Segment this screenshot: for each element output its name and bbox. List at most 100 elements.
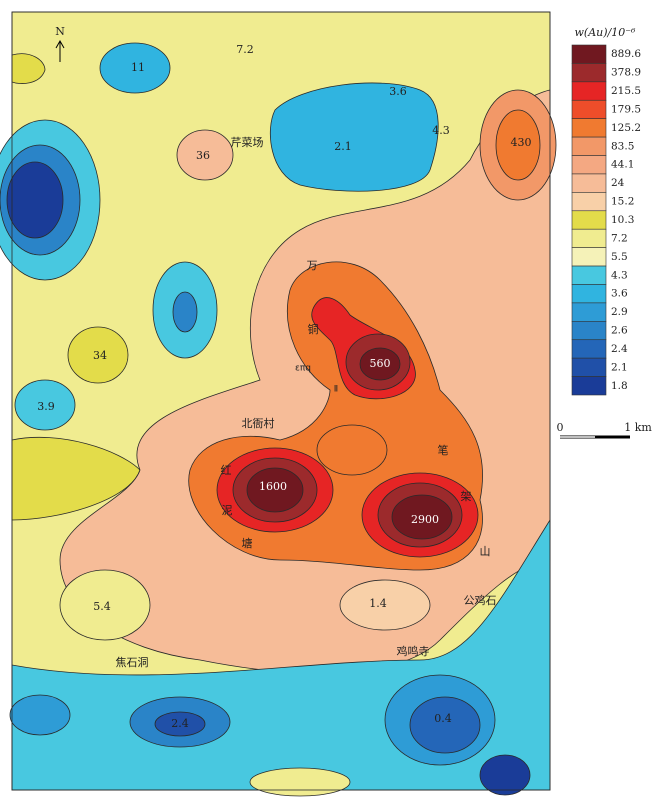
place-label: 铜 bbox=[308, 322, 319, 336]
contour-label: 36 bbox=[196, 149, 210, 162]
place-label: 泥 bbox=[222, 504, 233, 517]
contour-area bbox=[339, 579, 431, 631]
contour-label: 34 bbox=[93, 349, 107, 362]
contour-label: 4.3 bbox=[432, 124, 450, 137]
legend-swatch bbox=[571, 339, 607, 359]
contour-area bbox=[269, 82, 439, 192]
contour-area bbox=[14, 379, 76, 431]
legend-label: 378.9 bbox=[611, 67, 641, 79]
contour-label: 2900 bbox=[411, 513, 439, 526]
place-label: 山 bbox=[480, 545, 491, 558]
legend: 889.6 378.9 215.5 179.5 125.2 83.5 44.1 24 15.2 1… bbox=[571, 44, 641, 396]
contour-area bbox=[6, 161, 64, 239]
legend-label: 1.8 bbox=[611, 380, 628, 392]
contour-labels: 7.2 11 3.6 2.1 4.3 430 36 34 3.9 560 160… bbox=[37, 43, 531, 730]
legend-label: 215.5 bbox=[611, 85, 641, 97]
contour-label: 560 bbox=[370, 357, 391, 370]
contour-label: 1600 bbox=[259, 480, 287, 493]
legend-swatch bbox=[571, 136, 607, 156]
contour-area bbox=[172, 291, 198, 333]
contour-area bbox=[316, 424, 388, 476]
contour-label: 2.1 bbox=[334, 140, 352, 153]
contour-area bbox=[479, 754, 531, 796]
contour-area bbox=[67, 326, 129, 384]
contour-area bbox=[11, 53, 46, 84]
legend-label: 2.1 bbox=[611, 361, 628, 373]
contour-area bbox=[154, 711, 206, 737]
contour-label: 2.4 bbox=[171, 717, 189, 730]
legend-label: 83.5 bbox=[611, 140, 634, 152]
legend-swatch bbox=[571, 284, 607, 304]
contour-label: 430 bbox=[511, 136, 532, 149]
legend-label: 7.2 bbox=[611, 232, 628, 244]
contour-area bbox=[59, 569, 151, 641]
place-label: 红 bbox=[221, 464, 232, 477]
contour-area bbox=[99, 42, 171, 94]
place-label: 北衙村 bbox=[242, 416, 275, 430]
place-label: Ⅱ bbox=[334, 385, 338, 395]
place-label: 公鸡石 bbox=[464, 593, 497, 607]
legend-label: 2.6 bbox=[611, 325, 628, 337]
legend-label: 10.3 bbox=[611, 214, 634, 226]
legend-swatch bbox=[571, 265, 607, 285]
legend-title: w(Au)/10⁻⁶ bbox=[575, 26, 637, 39]
legend-label: 2.9 bbox=[611, 306, 628, 318]
contour-area bbox=[495, 109, 541, 181]
contour-label: 5.4 bbox=[93, 600, 111, 613]
legend-swatch bbox=[571, 192, 607, 212]
legend-label: 889.6 bbox=[611, 48, 641, 60]
legend-label: 15.2 bbox=[611, 196, 634, 208]
legend-swatch bbox=[571, 63, 607, 83]
place-label: 芹菜场 bbox=[231, 135, 264, 149]
legend-label: 179.5 bbox=[611, 103, 641, 115]
north-label: N bbox=[55, 25, 65, 38]
legend-swatch bbox=[571, 321, 607, 341]
contour-label: 1.4 bbox=[369, 597, 387, 610]
place-label: 笔 bbox=[438, 443, 449, 457]
contour-label: 3.9 bbox=[37, 400, 55, 413]
map-frame bbox=[11, 11, 551, 791]
north-arrow-head bbox=[55, 39, 65, 49]
contour-area bbox=[409, 696, 481, 754]
contour-area bbox=[176, 129, 234, 181]
contour-area bbox=[359, 347, 401, 381]
contour-label: 3.6 bbox=[389, 85, 407, 98]
contour-label: 11 bbox=[131, 61, 145, 74]
legend-swatch bbox=[571, 228, 607, 248]
place-label: επq bbox=[295, 364, 311, 374]
place-label: 万 bbox=[307, 259, 318, 272]
legend-swatch bbox=[571, 81, 607, 101]
legend-label: 125.2 bbox=[611, 122, 641, 134]
legend-swatch bbox=[571, 118, 607, 138]
legend-label: 24 bbox=[611, 177, 625, 189]
place-labels: 芹菜场 万 铜 επq Ⅱ 北衙村 笔 架 山 红 泥 塘 公鸡石 鸡鸣寺 焦石… bbox=[116, 135, 497, 669]
scale-label: 1 km bbox=[624, 421, 652, 434]
contour-label: 0.4 bbox=[434, 712, 452, 725]
legend-label: 2.4 bbox=[611, 343, 628, 355]
legend-label: 3.6 bbox=[611, 288, 628, 300]
contour-area bbox=[9, 694, 71, 736]
legend-swatch bbox=[571, 155, 607, 175]
legend-swatch bbox=[571, 247, 607, 267]
legend-swatch bbox=[571, 357, 607, 377]
legend-label: 4.3 bbox=[611, 269, 628, 281]
legend-swatch bbox=[571, 302, 607, 322]
scale-label: 0 bbox=[557, 421, 564, 434]
legend-label: 5.5 bbox=[611, 251, 628, 263]
place-label: 鸡鸣寺 bbox=[397, 644, 430, 658]
contour-label: 7.2 bbox=[236, 43, 254, 56]
contour-area bbox=[249, 767, 351, 797]
legend-swatch bbox=[571, 376, 607, 396]
legend-swatch bbox=[571, 210, 607, 230]
legend-swatch bbox=[571, 173, 607, 193]
place-label: 焦石洞 bbox=[116, 656, 149, 669]
place-label: 塘 bbox=[242, 536, 253, 550]
contour-map bbox=[0, 11, 557, 797]
contour-area bbox=[246, 467, 304, 513]
legend-swatch bbox=[571, 44, 607, 64]
place-label: 架 bbox=[461, 490, 472, 503]
contour-area bbox=[391, 494, 453, 540]
legend-swatch bbox=[571, 99, 607, 119]
